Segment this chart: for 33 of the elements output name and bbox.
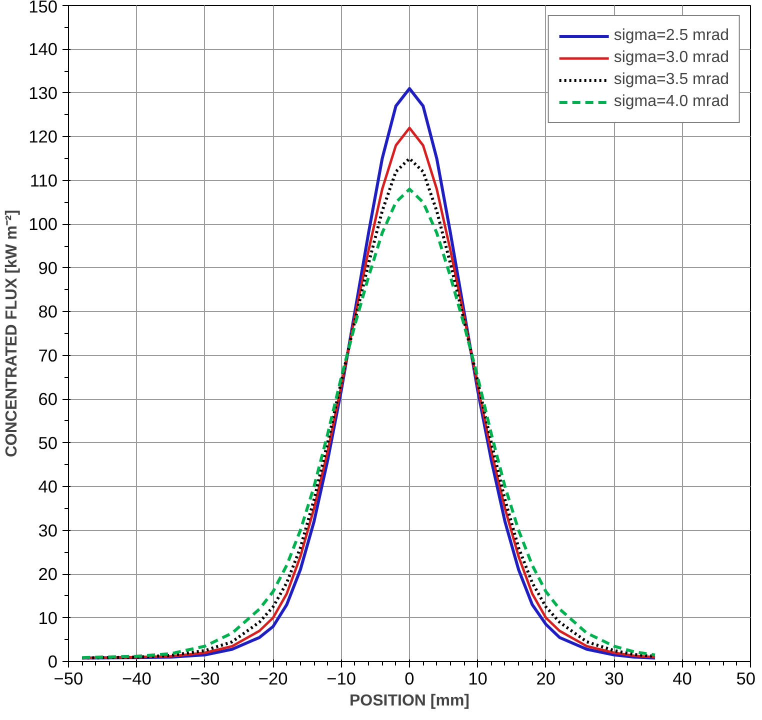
x-tick-label: 50 [736,668,756,688]
y-tick-label: 0 [48,652,58,672]
x-tick-label: 20 [536,668,556,688]
y-tick-label: 130 [28,82,58,103]
y-tick-label: 30 [38,520,58,540]
y-tick-label: 120 [28,126,58,147]
x-tick-label: −40 [122,668,152,688]
legend-label: sigma=3.5 mrad [614,71,729,89]
x-tick-label: 40 [672,668,692,688]
x-tick-label: −50 [54,668,84,688]
y-tick-label: 50 [38,432,58,453]
y-tick-label: 60 [38,389,58,410]
y-tick-label: 100 [28,214,58,234]
x-tick-label: 30 [604,668,624,688]
y-tick-label: 10 [38,608,58,628]
y-tick-label: 20 [38,564,58,584]
x-axis-title: POSITION [mm] [349,692,470,710]
y-tick-label: 80 [38,302,58,322]
y-tick-label: 110 [30,170,58,190]
x-tick-label: −10 [326,668,356,688]
x-tick-label: −20 [258,668,288,688]
x-tick-label: −30 [190,668,220,688]
y-tick-label: 150 [28,0,58,16]
legend-label: sigma=2.5 mrad [614,27,729,45]
y-tick-label: 70 [38,345,58,366]
legend-label: sigma=3.0 mrad [614,49,729,67]
y-axis-title: CONCENTRATED FLUX [kW m⁻²] [4,210,21,458]
y-tick-label: 140 [28,39,58,60]
legend-label: sigma=4.0 mrad [614,93,729,111]
x-tick-label: 0 [404,668,414,688]
y-tick-label: 90 [38,258,58,278]
x-tick-label: 10 [468,668,488,688]
y-tick-label: 40 [38,476,58,497]
